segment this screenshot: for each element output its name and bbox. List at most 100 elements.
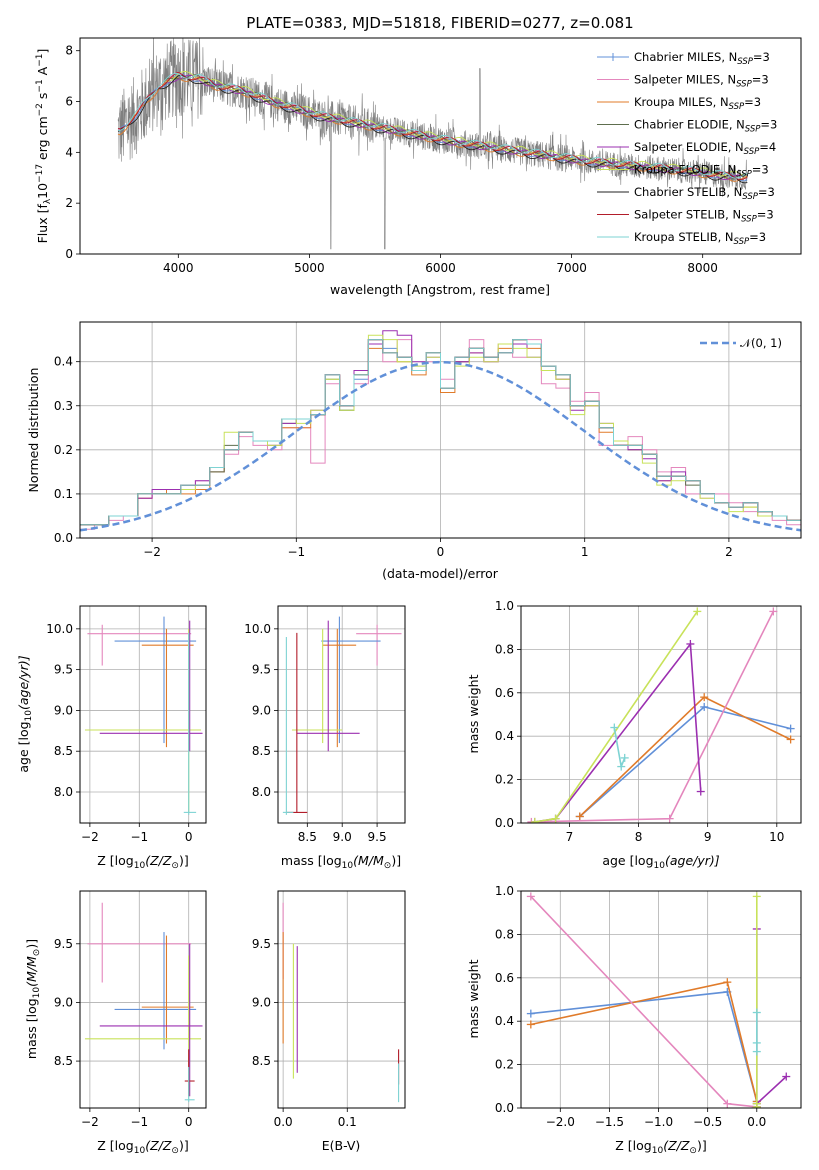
mass-vs-Z-ylabel: mass [log10(M/M⊙)] xyxy=(24,939,42,1059)
errorbar-point-salpeter_elodie xyxy=(99,943,203,1097)
y-tick-label: 8.0 xyxy=(252,785,271,799)
y-tick-label: 8.0 xyxy=(54,785,73,799)
age-vs-Z-plot-area xyxy=(80,606,206,823)
y-tick-label: 0.2 xyxy=(495,1058,514,1072)
y-tick-label: 8.5 xyxy=(252,1054,271,1068)
errorbar-point-chabrier_miles xyxy=(114,616,197,744)
residual-legend: 𝒩(0, 1) xyxy=(700,336,782,350)
mass-vs-ebv-plot-area xyxy=(278,891,405,1108)
y-tick-label: 0.2 xyxy=(54,443,73,457)
weight-marker xyxy=(723,1099,732,1108)
spectrum-clipped xyxy=(117,38,748,250)
y-tick-label: 1.0 xyxy=(495,884,514,898)
weight-marker xyxy=(610,723,619,732)
weight-vs-age-ylabel: mass weight xyxy=(466,674,481,753)
y-tick-label: 9.5 xyxy=(252,937,271,951)
mass-vs-ebv-frame xyxy=(277,890,406,1109)
y-tick-label: 9.0 xyxy=(252,703,271,717)
weight-marker xyxy=(526,1020,535,1029)
spectrum-plot-area xyxy=(117,38,748,250)
y-tick-label: 4 xyxy=(65,145,73,159)
x-tick-label: 4000 xyxy=(163,261,194,275)
weight-vs-age-frame xyxy=(520,605,802,824)
x-tick-label: −1 xyxy=(130,1115,148,1129)
weight-marker xyxy=(752,1038,761,1047)
mass-vs-Z-plot-area xyxy=(80,891,206,1108)
x-tick-label: 0 xyxy=(185,1115,193,1129)
x-tick-label: −1.0 xyxy=(644,1115,673,1129)
age-vs-mass-panel: 8.5 9.0 9.5 8.0 8.5 9.0 9.5 10.0 mass [log10(M/… xyxy=(244,605,406,871)
x-tick-label: −2 xyxy=(81,1115,99,1129)
y-tick-label: 8.5 xyxy=(54,744,73,758)
weight-marker xyxy=(752,1099,761,1108)
legend-label: Salpeter STELIB, NSSP=3 xyxy=(634,208,774,225)
y-tick-label: 10.0 xyxy=(244,622,271,636)
y-tick-label: 0 xyxy=(65,247,73,261)
age-vs-mass-ticks: 8.5 9.0 9.5 8.0 8.5 9.0 9.5 10.0 xyxy=(244,622,386,844)
x-tick-label: 7 xyxy=(566,830,574,844)
weight-marker xyxy=(526,1009,535,1018)
age-vs-Z-frame xyxy=(79,605,207,824)
x-tick-label: 0.1 xyxy=(338,1115,357,1129)
age-vs-mass-clipped xyxy=(278,606,405,823)
weight-marker xyxy=(620,753,629,762)
weight-vs-Z-frame xyxy=(520,890,802,1109)
y-tick-label: 9.5 xyxy=(54,663,73,677)
legend-label: Kroupa STELIB, NSSP=3 xyxy=(634,230,766,247)
y-tick-label: 0.1 xyxy=(54,487,73,501)
y-tick-label: 0.0 xyxy=(495,1101,514,1115)
age-vs-Z-panel: −2 −1 0 8.0 8.5 9.0 9.5 10.0 Z [log10(Z/Z⊙)] ag… xyxy=(16,605,207,871)
x-tick-label: 6000 xyxy=(425,261,456,275)
x-tick-label: 8 xyxy=(635,830,643,844)
x-tick-label: 0 xyxy=(185,830,193,844)
residual-panel: −2 −1 0 1 2 0.0 0.1 0.2 0.3 0.4 (data-model)/erro… xyxy=(26,321,802,581)
errorbar-point-salpeter_miles xyxy=(356,624,402,666)
weight-vs-Z-ylabel: mass weight xyxy=(466,959,481,1038)
residuals-clipped xyxy=(80,322,801,538)
errorbar-point-kroupa_stelib xyxy=(183,632,197,815)
x-tick-label: 8.5 xyxy=(298,830,317,844)
mass-vs-ebv-xlabel: E(B-V) xyxy=(322,1138,361,1153)
x-tick-label: 9 xyxy=(704,830,712,844)
legend-label: Salpeter ELODIE, NSSP=4 xyxy=(634,140,776,157)
weight-marker xyxy=(526,892,535,901)
y-tick-label: 9.5 xyxy=(54,937,73,951)
y-tick-label: 0.4 xyxy=(495,729,514,743)
x-tick-label: 10 xyxy=(769,830,784,844)
weight-marker xyxy=(693,607,702,616)
y-tick-label: 0.0 xyxy=(495,816,514,830)
y-tick-label: 0.4 xyxy=(495,1014,514,1028)
weight-marker xyxy=(723,978,732,987)
mass-vs-ebv-clipped xyxy=(278,891,405,1108)
weight-vs-age-plot-area xyxy=(521,606,801,823)
mass-vs-Z-ticks: −2 −1 0 8.5 9.0 9.5 xyxy=(54,937,193,1129)
weight-marker xyxy=(786,735,795,744)
y-tick-label: 0.2 xyxy=(495,773,514,787)
age-vs-mass-plot-area xyxy=(278,606,405,823)
y-tick-label: 9.0 xyxy=(252,995,271,1009)
x-tick-label: −2 xyxy=(143,545,161,559)
residual-plot-area xyxy=(80,322,801,538)
mass-vs-ebv-panel: 0.0 0.1 8.5 9.0 9.5 E(B-V) xyxy=(252,890,406,1153)
spectrum-ticks: 4000 5000 6000 7000 8000 0 2 4 6 8 xyxy=(65,44,718,275)
x-tick-label: −1 xyxy=(287,545,305,559)
age-vs-Z-ylabel: age [log10(age/yr)] xyxy=(16,655,34,772)
x-tick-label: 9.0 xyxy=(333,830,352,844)
legend-label: Chabrier ELODIE, NSSP=3 xyxy=(634,118,777,135)
weight-marker xyxy=(686,639,695,648)
histogram-kroupa_stelib-line xyxy=(80,339,801,526)
x-tick-label: 1 xyxy=(581,545,589,559)
y-tick-label: 2 xyxy=(65,196,73,210)
y-tick-label: 0.0 xyxy=(54,531,73,545)
y-tick-label: 0.8 xyxy=(495,642,514,656)
mass-vs-Z-panel: −2 −1 0 8.5 9.0 9.5 Z [log10(Z/Z⊙)] mass [log… xyxy=(24,890,207,1156)
x-tick-label: −2 xyxy=(81,830,99,844)
y-tick-label: 0.6 xyxy=(495,971,514,985)
x-tick-label: 0 xyxy=(437,545,445,559)
errorbar-point-kroupa_stelib xyxy=(282,637,294,815)
y-tick-label: 8.5 xyxy=(252,744,271,758)
x-tick-label: −0.5 xyxy=(693,1115,722,1129)
weight-marker xyxy=(752,892,761,901)
residual-xlabel: (data-model)/error xyxy=(382,566,499,581)
